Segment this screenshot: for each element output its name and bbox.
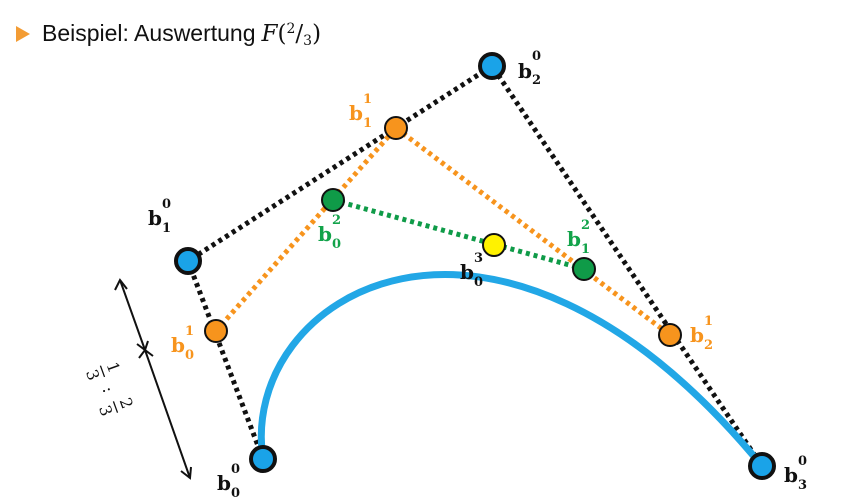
label-b12-base: b — [567, 227, 581, 251]
label-b10: b 0 1 — [148, 197, 171, 236]
point-b01 — [204, 319, 228, 343]
label-b01-sub: 0 — [185, 348, 194, 363]
ratio-arrows — [114, 278, 192, 480]
label-b02-sup: 2 — [332, 213, 341, 228]
bezier-curve — [257, 271, 766, 470]
label-b10-sub: 1 — [162, 221, 171, 236]
label-b02: b 2 0 — [318, 213, 341, 252]
label-b00-sub: 0 — [231, 486, 240, 500]
label-b30: b 0 3 — [784, 454, 807, 493]
ratio-three-a: 3 — [82, 367, 103, 383]
ratio-two: 2 — [116, 395, 137, 411]
point-b03 — [482, 233, 506, 257]
header-text: Beispiel: Auswertung — [42, 20, 256, 46]
point-b02 — [321, 188, 345, 212]
ratio-arrow-short — [119, 279, 146, 351]
label-b01: b 1 0 — [171, 324, 194, 363]
label-b12: b 2 1 — [567, 218, 590, 257]
label-b20-sub: 2 — [532, 73, 541, 88]
label-b11-sub: 1 — [363, 116, 372, 131]
label-b00-sup: 0 — [231, 462, 240, 477]
point-b21 — [658, 323, 682, 347]
label-b20: b 0 2 — [518, 49, 541, 88]
label-b11-base: b — [349, 101, 363, 125]
point-b00 — [249, 445, 277, 473]
label-b10-sup: 0 — [162, 197, 171, 212]
label-b11-sup: 1 — [363, 92, 372, 107]
label-b21-sup: 1 — [704, 314, 713, 329]
label-b11: b 1 1 — [349, 92, 372, 131]
level1-points — [204, 116, 682, 347]
ratio-colon: : — [99, 384, 119, 396]
ratio-arrow-long — [144, 349, 191, 479]
level2-points — [321, 188, 596, 281]
arrowhead-mid-down — [138, 348, 154, 359]
point-b12 — [572, 257, 596, 281]
ratio-frac-bar-2 — [112, 401, 119, 413]
formula-numerator: 2 — [286, 20, 296, 37]
label-b02-base: b — [318, 222, 332, 246]
triangle-bullet-icon — [16, 25, 30, 42]
control-polygon — [184, 62, 765, 468]
level2-segment — [332, 197, 585, 272]
ratio-one: 1 — [103, 359, 124, 375]
header-formula: F(2/3) — [261, 20, 322, 49]
slide-header: Beispiel: Auswertung F(2/3) — [16, 20, 322, 49]
label-b00: b 0 0 — [217, 462, 240, 500]
label-b21-sub: 2 — [704, 338, 713, 353]
label-b20-sup: 0 — [532, 49, 541, 64]
label-b03-sub: 0 — [474, 275, 483, 290]
label-b03: b 3 0 — [460, 251, 483, 290]
label-b12-sub: 1 — [581, 242, 590, 257]
label-b00-base: b — [217, 471, 231, 495]
arrowhead-bottom — [180, 466, 192, 480]
label-b03-base: b — [460, 260, 474, 284]
point-b11 — [384, 116, 408, 140]
label-b21-base: b — [690, 323, 704, 347]
label-b01-sup: 1 — [185, 324, 194, 339]
label-b02-sub: 0 — [332, 237, 341, 252]
formula-denominator: 3 — [303, 32, 313, 49]
label-b30-sup: 0 — [798, 454, 807, 469]
formula-function: F — [261, 20, 278, 47]
label-b21: b 1 2 — [690, 314, 713, 353]
ratio-frac-bar-1 — [99, 365, 106, 378]
ratio-three-b: 3 — [95, 403, 116, 419]
label-b03-sup: 3 — [474, 251, 483, 266]
arrowhead-top — [114, 278, 128, 291]
ratio-label: 1 3 : 2 3 — [82, 359, 137, 419]
label-b12-sup: 2 — [581, 218, 590, 233]
control-points — [174, 52, 776, 480]
formula-slash: / — [295, 20, 304, 47]
point-b10 — [174, 247, 202, 275]
formula-close: ) — [312, 20, 322, 47]
formula-open: ( — [277, 20, 287, 47]
point-b20 — [478, 52, 506, 80]
point-b30 — [748, 452, 776, 480]
level1-polygon — [214, 124, 672, 337]
label-b01-base: b — [171, 333, 185, 357]
label-b10-base: b — [148, 206, 162, 230]
label-b20-base: b — [518, 59, 532, 83]
label-b30-sub: 3 — [798, 478, 807, 493]
label-b30-base: b — [784, 463, 798, 487]
